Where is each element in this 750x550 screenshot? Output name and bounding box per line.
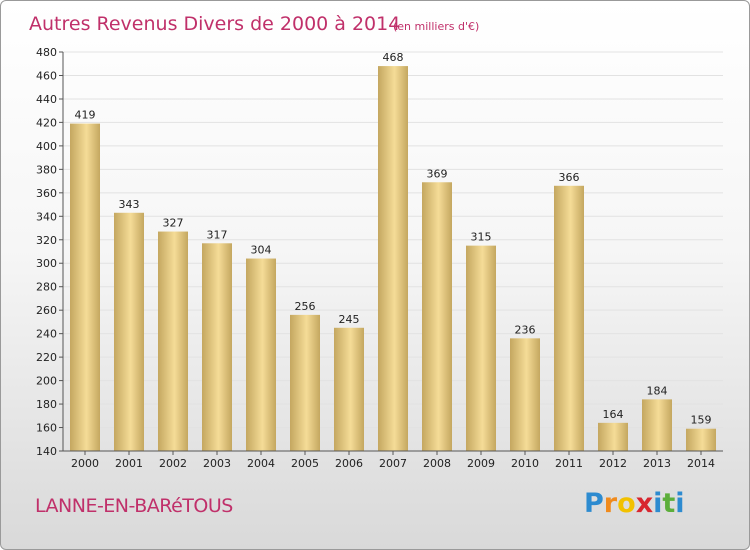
value-label-2000: 419	[75, 109, 96, 122]
x-tick-label-2005: 2005	[291, 457, 319, 470]
commune-name: LANNE-EN-BARéTOUS	[35, 495, 233, 517]
bar-2008	[422, 182, 452, 451]
logo-letter: i	[675, 488, 685, 519]
value-label-2014: 159	[691, 414, 712, 427]
value-label-2007: 468	[383, 51, 404, 64]
value-label-2006: 245	[339, 313, 360, 326]
logo-letter: o	[617, 488, 636, 519]
bar-2000	[70, 123, 100, 451]
axes	[59, 51, 723, 455]
value-label-2005: 256	[295, 300, 316, 313]
logo-letter: P	[584, 488, 604, 519]
bar-2001	[114, 212, 144, 451]
bar-2009	[466, 245, 496, 451]
y-tick-label: 340	[36, 210, 57, 223]
x-tick-label-2014: 2014	[687, 457, 715, 470]
x-tick-label-2013: 2013	[643, 457, 671, 470]
y-tick-label: 180	[36, 398, 57, 411]
value-label-2011: 366	[559, 171, 580, 184]
chart-title: Autres Revenus Divers de 2000 à 2014	[29, 13, 400, 35]
bar-2012	[598, 422, 628, 451]
y-tick-label: 440	[36, 93, 57, 106]
x-tick-label-2006: 2006	[335, 457, 363, 470]
value-label-2009: 315	[471, 231, 492, 244]
value-label-2003: 317	[207, 228, 228, 241]
y-tick-label: 300	[36, 257, 57, 270]
bar-2011	[554, 185, 584, 451]
value-label-2002: 327	[163, 217, 184, 230]
bar-2004	[246, 258, 276, 451]
x-tick-label-2007: 2007	[379, 457, 407, 470]
value-label-2013: 184	[647, 384, 668, 397]
logo-letter: i	[653, 488, 663, 519]
y-tick-label: 160	[36, 422, 57, 435]
y-tick-label: 280	[36, 281, 57, 294]
bar-2010	[510, 338, 540, 451]
value-label-2010: 236	[515, 323, 536, 336]
bar-2014	[686, 428, 716, 451]
logo-letter: r	[603, 488, 618, 519]
y-tick-label: 400	[36, 140, 57, 153]
x-tick-label-2008: 2008	[423, 457, 451, 470]
x-tick-label-2011: 2011	[555, 457, 583, 470]
bars	[70, 66, 716, 452]
x-tick-label-2004: 2004	[247, 457, 275, 470]
y-tick-label: 420	[36, 116, 57, 129]
y-tick-label: 260	[36, 304, 57, 317]
bar-2007	[378, 66, 408, 452]
x-tick-label-2010: 2010	[511, 457, 539, 470]
value-label-2012: 164	[603, 408, 624, 421]
bar-2013	[642, 399, 672, 451]
x-tick-label-2002: 2002	[159, 457, 187, 470]
bar-2002	[158, 231, 188, 451]
x-tick-label-2000: 2000	[71, 457, 99, 470]
y-tick-label: 220	[36, 351, 57, 364]
x-tick-label-2001: 2001	[115, 457, 143, 470]
y-tick-label: 480	[36, 46, 57, 59]
x-tick-label-2009: 2009	[467, 457, 495, 470]
proxiti-logo: Proxiti	[584, 488, 685, 519]
x-tick-label-2003: 2003	[203, 457, 231, 470]
x-tick-label-2012: 2012	[599, 457, 627, 470]
logo-letter: t	[662, 488, 676, 519]
bar-2005	[290, 314, 320, 451]
y-tick-label: 460	[36, 69, 57, 82]
value-label-2008: 369	[427, 167, 448, 180]
labels: 140 160 180 200 220 240 260 280 300 320 340 360 380 4…	[36, 46, 715, 470]
y-tick-label: 240	[36, 328, 57, 341]
y-tick-label: 380	[36, 163, 57, 176]
y-tick-label: 140	[36, 445, 57, 458]
bar-2003	[202, 243, 232, 451]
bar-2006	[334, 327, 364, 451]
value-label-2004: 304	[251, 244, 272, 257]
chart-subtitle: (en milliers d'€)	[393, 20, 479, 33]
value-label-2001: 343	[119, 198, 140, 211]
logo-letter: x	[635, 488, 654, 519]
y-tick-label: 360	[36, 187, 57, 200]
y-tick-label: 200	[36, 375, 57, 388]
y-tick-label: 320	[36, 234, 57, 247]
